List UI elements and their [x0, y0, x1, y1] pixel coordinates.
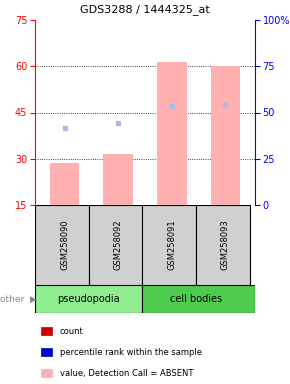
Bar [35, 205, 89, 285]
Bar [35, 285, 142, 313]
Text: count: count [60, 326, 84, 336]
Bar [211, 66, 240, 205]
Bar [196, 205, 250, 285]
Bar [89, 205, 142, 285]
Text: GDS3288 / 1444325_at: GDS3288 / 1444325_at [80, 5, 210, 15]
Bar [142, 205, 196, 285]
Text: value, Detection Call = ABSENT: value, Detection Call = ABSENT [60, 369, 193, 378]
Bar [50, 163, 79, 205]
Text: GSM258092: GSM258092 [114, 220, 123, 270]
Text: cell bodies: cell bodies [170, 294, 222, 304]
Bar [104, 154, 133, 205]
Text: percentile rank within the sample: percentile rank within the sample [60, 348, 202, 357]
Text: pseudopodia: pseudopodia [57, 294, 120, 304]
Bar [157, 61, 186, 205]
Text: other  ▶: other ▶ [0, 295, 37, 303]
Text: GSM258090: GSM258090 [60, 220, 69, 270]
Text: GSM258091: GSM258091 [167, 220, 176, 270]
Text: GSM258093: GSM258093 [221, 220, 230, 270]
Bar [142, 285, 255, 313]
